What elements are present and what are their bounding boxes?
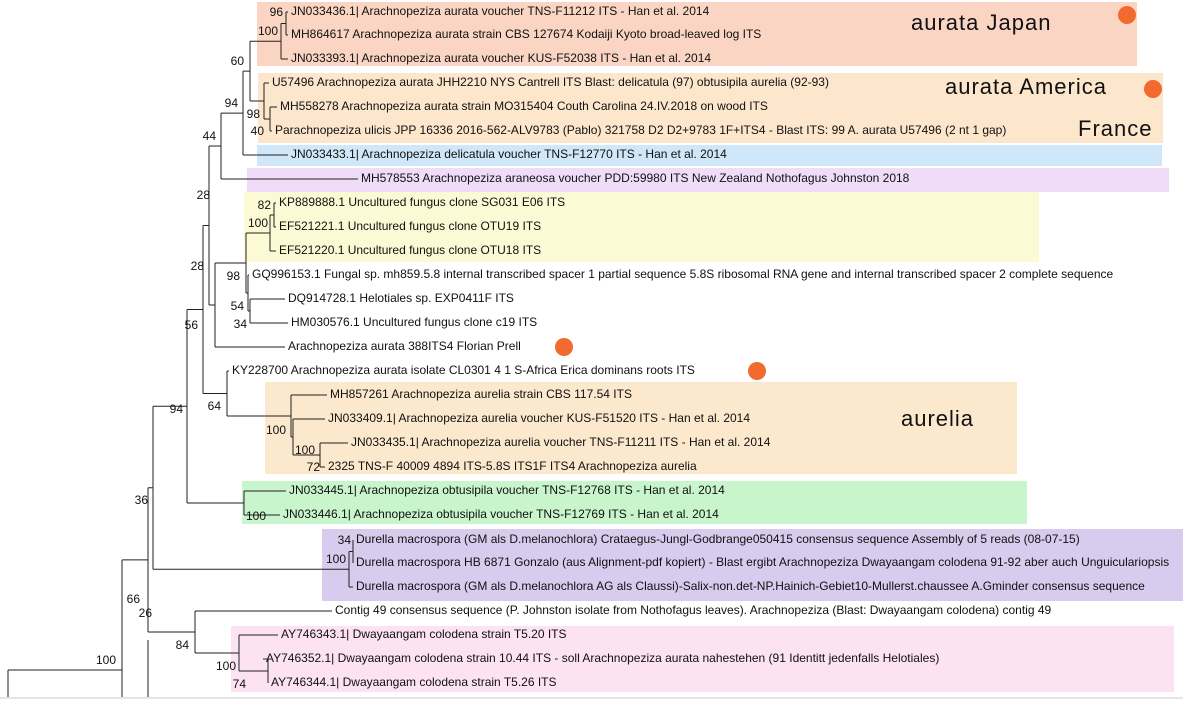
leaf-label: EF521220.1 Uncultured fungus clone OTU18… [279,243,541,257]
leaf-label: MH864617 Arachnopeziza aurata strain CBS… [291,27,761,41]
support-value: 56 [185,318,199,332]
leaf-label: JN033445.1| Arachnopeziza obtusipila vou… [289,483,725,497]
support-value: 100 [248,216,268,230]
support-value: 100 [96,653,116,667]
group-box [247,168,1169,192]
group-label: France [1078,116,1152,141]
support-value: 34 [234,317,248,331]
leaf-label: KY228700 Arachnopeziza aurata isolate CL… [232,363,695,377]
support-value: 100 [216,659,236,673]
marker-dot [1118,6,1136,24]
marker-dot [555,338,573,356]
support-value: 66 [127,592,141,606]
support-value: 100 [258,24,278,38]
group-box [242,481,1027,524]
group-box [265,382,1017,474]
group-box [258,73,1163,143]
marker-dot [1144,80,1162,98]
group-box [244,192,1039,262]
support-value: 36 [135,493,149,507]
leaf-label: U57496 Arachnopeziza aurata JHH2210 NYS … [272,75,829,89]
leaf-label: EF521221.1 Uncultured fungus clone OTU19… [279,219,541,233]
support-value: 84 [176,638,190,652]
group-box [257,2,1137,66]
support-value: 28 [191,259,205,273]
support-value: 82 [258,198,272,212]
leaf-label: MH578553 Arachnopeziza araneosa voucher … [361,171,910,185]
support-value: 100 [246,509,266,523]
group-box [322,529,1183,601]
group-label: aurelia [901,406,974,431]
leaf-label: JN033409.1| Arachnopeziza aurelia vouche… [328,411,750,425]
support-value: 40 [251,124,265,138]
leaf-label: JN033436.1| Arachnopeziza aurata voucher… [291,4,710,18]
support-value: 98 [227,269,241,283]
group-label: aurata Japan [911,10,1051,35]
support-value: 100 [326,552,346,566]
support-value: 100 [266,423,286,437]
support-value: 72 [307,460,321,474]
leaf-label: Durella macrospora (GM als D.melanochlor… [356,579,1145,593]
leaf-label: DQ914728.1 Helotiales sp. EXP0411F ITS [288,291,514,305]
support-value: 44 [203,129,217,143]
leaf-label: Durella macrospora HB 6871 Gonzalo (aus … [356,555,1169,569]
support-value: 100 [295,443,315,457]
leaf-label: AY746344.1| Dwayaangam colodena strain T… [271,675,557,689]
leaf-label: Durella macrospora (GM als D.melanochlor… [356,532,1080,546]
leaf-label: GQ996153.1 Fungal sp. mh859.5.8 internal… [252,267,1114,281]
leaf-label: 2325 TNS-F 40009 4894 ITS-5.8S ITS1F ITS… [328,459,697,473]
leaf-label: KP889888.1 Uncultured fungus clone SG031… [279,195,565,209]
leaf-label: JN033393.1| Arachnopeziza aurata voucher… [291,51,711,65]
leaf-label: AY746343.1| Dwayaangam colodena strain T… [281,627,567,641]
group-box [231,626,1174,692]
support-value: 98 [247,107,261,121]
leaf-label: AY746352.1| Dwayaangam colodena strain 1… [266,651,939,665]
support-value: 94 [225,96,239,110]
support-value: 94 [170,402,184,416]
leaf-label: Parachnopeziza ulicis JPP 16336 2016-562… [275,123,1006,137]
leaf-label: MH857261 Arachnopeziza aurelia strain CB… [330,387,632,401]
support-value: 26 [139,606,153,620]
leaf-label: HM030576.1 Uncultured fungus clone c19 I… [291,315,537,329]
leaf-label: JN033433.1| Arachnopeziza delicatula vou… [291,147,727,161]
support-value: 96 [270,5,284,19]
tree-lines [7,11,358,697]
group-box [257,145,1162,166]
leaf-label: MH558278 Arachnopeziza aurata strain MO3… [280,99,768,113]
support-value: 34 [338,533,352,547]
support-value: 64 [208,399,222,413]
leaf-label: JN033435.1| Arachnopeziza aurelia vouche… [351,435,771,449]
group-label: aurata America [945,74,1107,99]
support-value: 74 [233,677,247,691]
leaf-label: JN033446.1| Arachnopeziza obtusipila vou… [283,507,719,521]
support-value: 60 [231,54,245,68]
support-value: 54 [231,299,245,313]
leaf-label: Arachnopeziza aurata 388ITS4 Florian Pre… [288,339,521,353]
marker-dot [748,362,766,380]
support-value: 28 [197,188,211,202]
leaf-label: Contig 49 consensus sequence (P. Johnsto… [335,603,1052,617]
